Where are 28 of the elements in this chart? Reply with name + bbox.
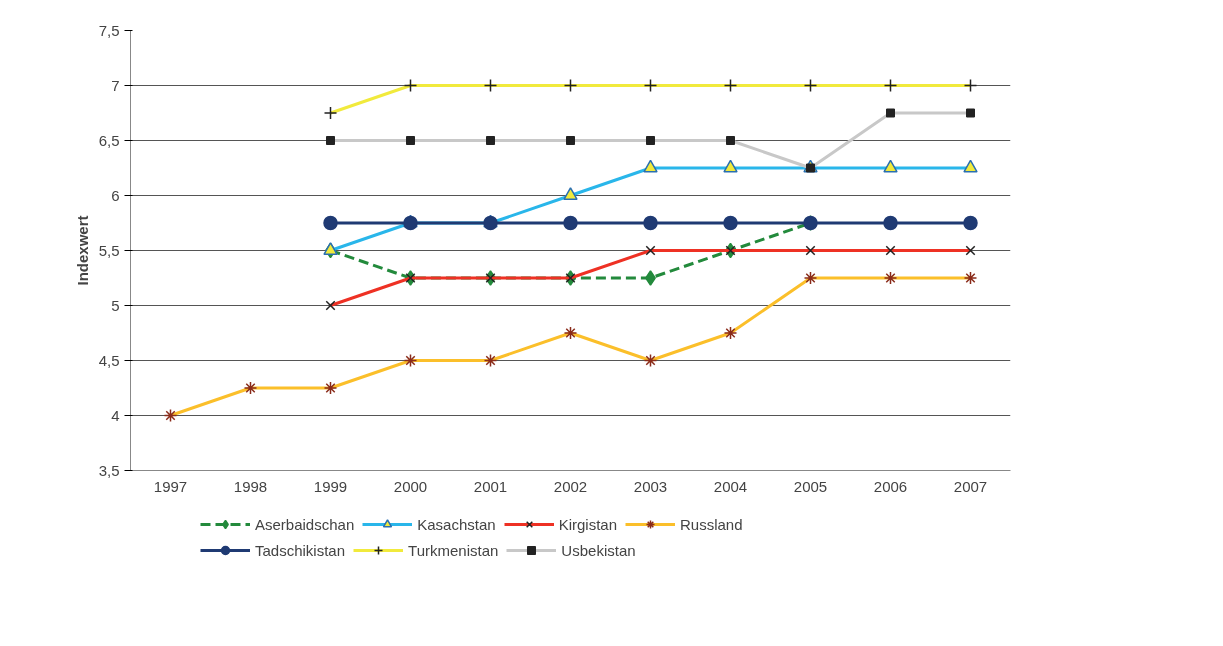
- y-tick-label: 5,5: [98, 241, 120, 259]
- y-tick-label: 4,5: [98, 351, 120, 369]
- y-tick-label: 7: [111, 76, 120, 94]
- y-tick-label: 4: [111, 406, 120, 424]
- legend-label: Turkmenistan: [408, 541, 499, 559]
- legend-label: Tadschikistan: [255, 541, 346, 559]
- x-tick-label: 1999: [313, 477, 348, 495]
- x-tick-label: 2004: [713, 477, 748, 495]
- y-tick-label: 7,5: [98, 21, 120, 39]
- x-tick-label: 2007: [953, 477, 988, 495]
- x-tick-label: 2001: [473, 477, 508, 495]
- legend-label: Aserbaidschan: [255, 515, 355, 533]
- y-tick-label: 3,5: [98, 461, 120, 479]
- x-tick-label: 1998: [233, 477, 268, 495]
- x-tick-label: 2006: [873, 477, 908, 495]
- y-tick-label: 6,5: [98, 131, 120, 149]
- x-tick-label: 2005: [793, 477, 828, 495]
- y-tick-label: 5: [111, 296, 120, 314]
- legend-label: Usbekistan: [561, 541, 636, 559]
- x-tick-label: 1997: [153, 477, 188, 495]
- x-tick-label: 2003: [633, 477, 668, 495]
- legend-label: Kasachstan: [417, 515, 496, 533]
- legend-label: Russland: [679, 515, 743, 533]
- y-tick-label: 6: [111, 186, 120, 204]
- legend-label: Kirgistan: [558, 515, 617, 533]
- y-axis-title: Indexwert: [73, 215, 91, 286]
- x-tick-label: 2002: [553, 477, 588, 495]
- x-tick-label: 2000: [393, 477, 428, 495]
